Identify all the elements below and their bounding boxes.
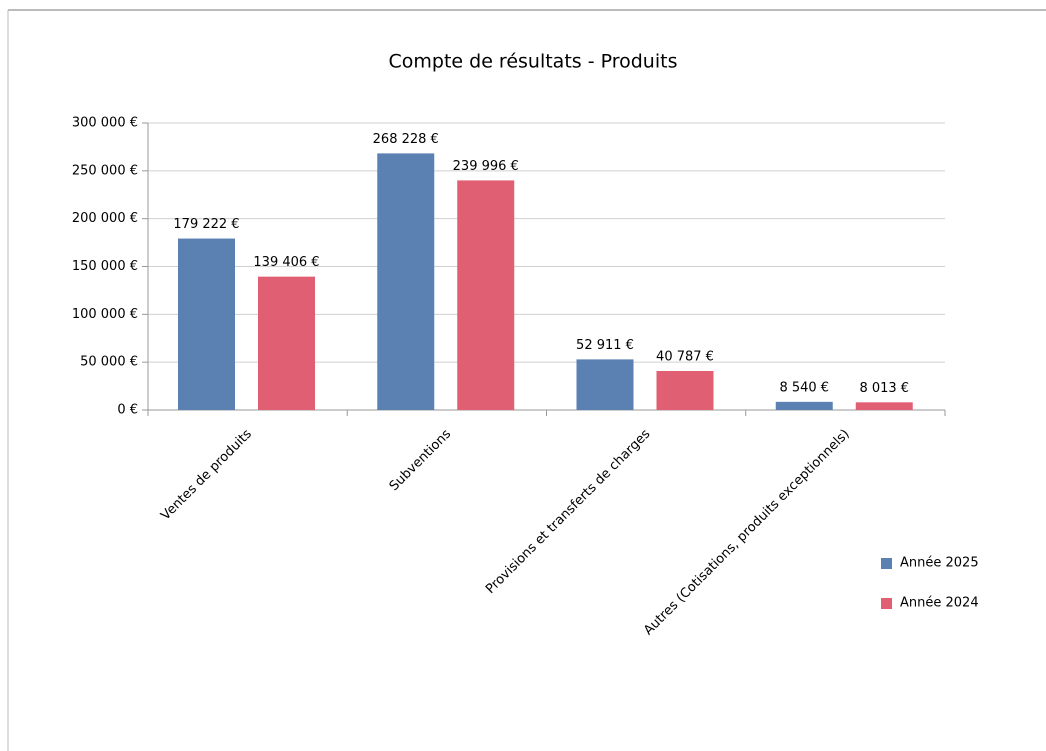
data-label: 179 222 € bbox=[173, 217, 239, 232]
bar bbox=[855, 402, 913, 410]
y-tick-label: 50 000 € bbox=[80, 355, 138, 370]
y-tick-label: 150 000 € bbox=[72, 259, 138, 274]
data-label: 239 996 € bbox=[453, 159, 519, 174]
chart-title: Compte de résultats - Produits bbox=[389, 51, 678, 73]
legend-swatch bbox=[881, 558, 892, 569]
bar bbox=[457, 180, 515, 410]
data-label: 8 540 € bbox=[779, 380, 829, 395]
bar bbox=[377, 153, 435, 411]
bar bbox=[576, 359, 634, 410]
data-label: 8 013 € bbox=[859, 381, 909, 396]
y-tick-label: 0 € bbox=[117, 403, 138, 418]
x-tick-label: Autres (Cotisations, produits exceptionn… bbox=[641, 427, 853, 639]
bar bbox=[258, 276, 315, 410]
bar bbox=[775, 401, 833, 410]
bar bbox=[178, 238, 235, 410]
y-tick-label: 200 000 € bbox=[72, 211, 138, 226]
bar bbox=[656, 370, 714, 410]
y-tick-label: 250 000 € bbox=[72, 163, 138, 178]
data-label: 268 228 € bbox=[373, 132, 439, 147]
x-tick-label: Subventions bbox=[387, 427, 455, 495]
y-tick-label: 100 000 € bbox=[72, 307, 138, 322]
legend-swatch bbox=[881, 598, 892, 609]
data-label: 40 787 € bbox=[656, 349, 714, 364]
x-tick-label: Provisions et transferts de charges bbox=[483, 427, 653, 597]
data-label: 52 911 € bbox=[576, 338, 634, 353]
legend-label: Année 2024 bbox=[900, 596, 979, 611]
data-label: 139 406 € bbox=[253, 255, 319, 270]
y-tick-label: 300 000 € bbox=[72, 116, 138, 131]
legend-label: Année 2025 bbox=[900, 556, 979, 571]
x-tick-label: Ventes de produits bbox=[158, 427, 255, 524]
